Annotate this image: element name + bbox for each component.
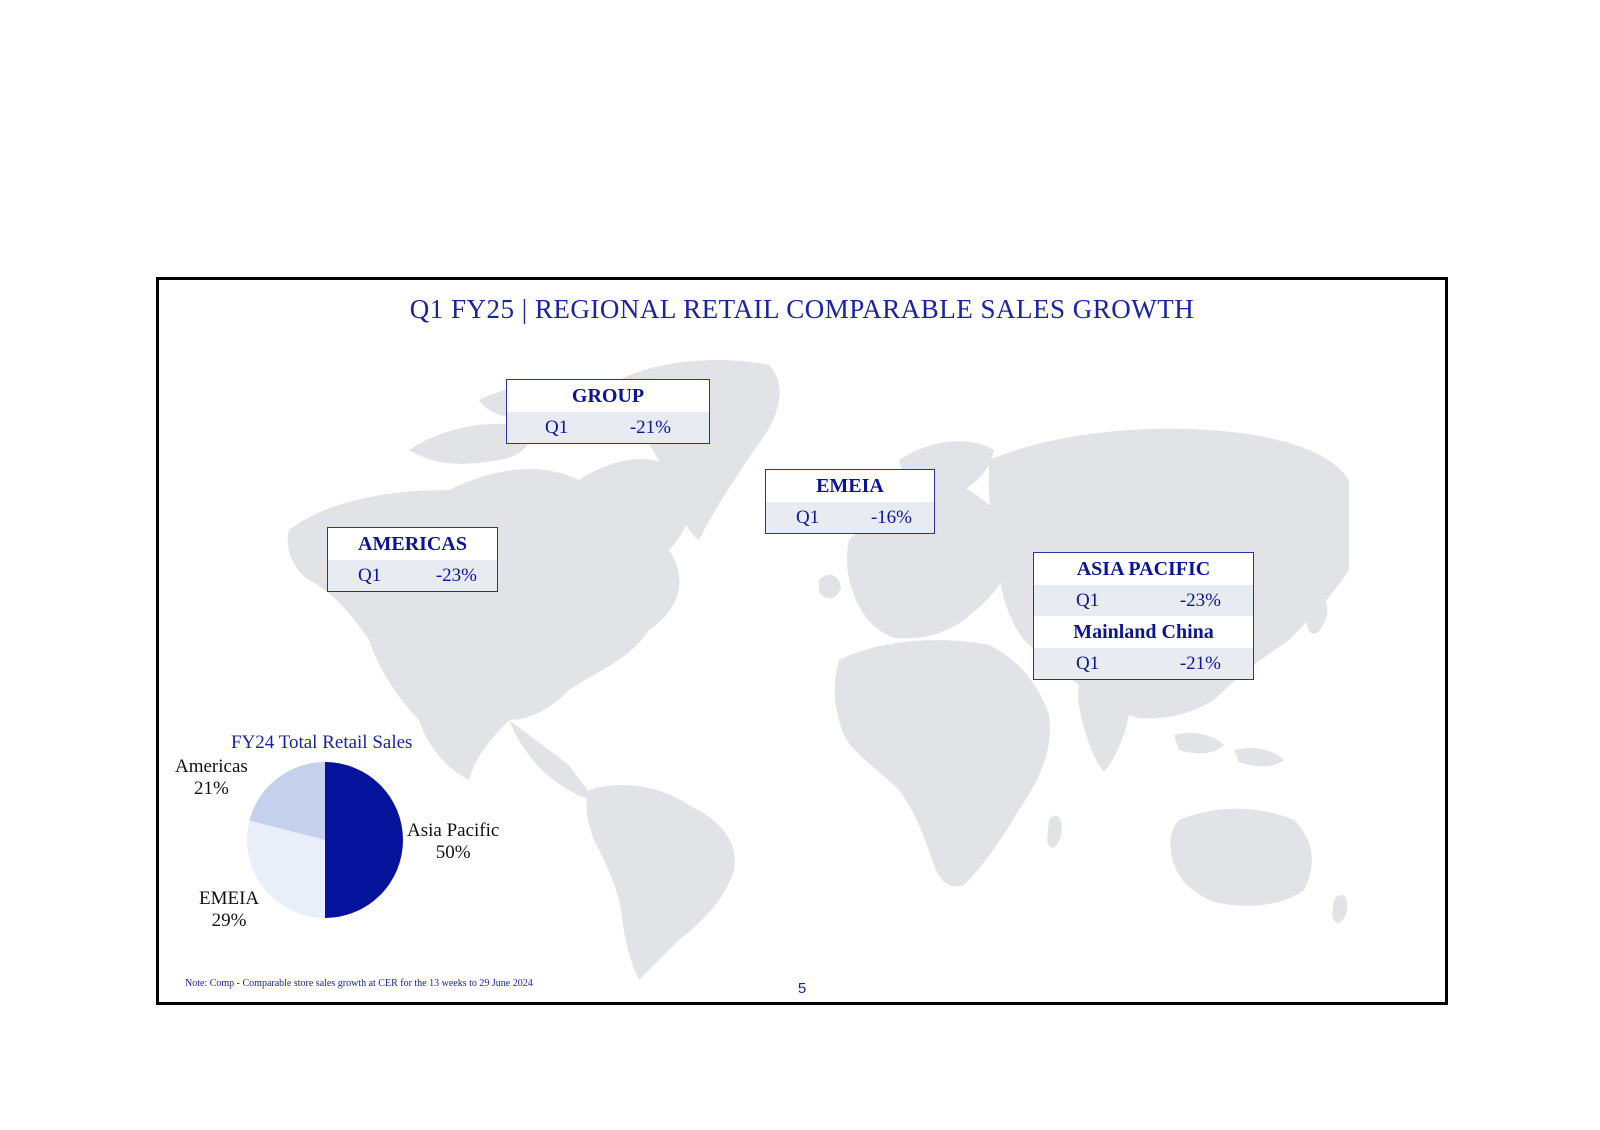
- group-box: GROUP Q1 -21%: [506, 379, 710, 444]
- americas-name: AMERICAS: [358, 533, 467, 555]
- emeia-box: EMEIA Q1 -16%: [765, 469, 935, 534]
- americas-row: Q1 -23%: [328, 560, 497, 591]
- pie-label-americas-name: Americas: [175, 756, 248, 777]
- pie-slice-americas: [249, 762, 325, 840]
- mainland-china-value: -21%: [1179, 653, 1221, 674]
- americas-box: AMERICAS Q1 -23%: [327, 527, 498, 592]
- pie-label-asia-pacific: Asia Pacific 50%: [407, 820, 499, 864]
- pie-title: FY24 Total Retail Sales: [231, 732, 413, 753]
- australia-shape: [1170, 808, 1312, 906]
- pie-label-americas-value: 21%: [193, 778, 229, 799]
- emeia-period: Q1: [796, 507, 820, 528]
- pie-label-emeia-name: EMEIA: [199, 888, 260, 909]
- pie-label-americas: Americas 21%: [175, 756, 248, 800]
- americas-value: -23%: [435, 565, 477, 586]
- group-period: Q1: [545, 417, 569, 438]
- asia-pacific-value: -23%: [1179, 590, 1221, 611]
- asia-pacific-box: ASIA PACIFIC Q1 -23% Mainland China Q1 -…: [1033, 552, 1254, 680]
- south-america-shape: [586, 785, 735, 980]
- mainland-china-name: Mainland China: [1073, 621, 1214, 643]
- pie-label-emeia: EMEIA 29%: [199, 888, 259, 932]
- africa-shape: [834, 640, 1050, 887]
- group-name: GROUP: [571, 385, 645, 407]
- pie-slice-asia-pacific: [325, 762, 403, 918]
- page-number: 5: [797, 980, 807, 997]
- asia-pacific-name: ASIA PACIFIC: [1076, 558, 1211, 580]
- group-value: -21%: [629, 417, 671, 438]
- pie-label-asia-pacific-name: Asia Pacific: [407, 820, 500, 841]
- pie-chart: [246, 762, 403, 918]
- asia-pacific-row: Q1 -23%: [1034, 585, 1253, 616]
- emeia-value: -16%: [870, 507, 912, 528]
- mainland-china-row: Q1 -21%: [1034, 648, 1253, 679]
- group-row: Q1 -21%: [507, 412, 709, 443]
- slide: Q1 FY25 | REGIONAL RETAIL COMPARABLE SAL…: [156, 277, 1448, 1005]
- emeia-name: EMEIA: [816, 475, 884, 497]
- pie-label-emeia-value: 29%: [211, 910, 247, 931]
- pie-label-asia-pacific-value: 50%: [435, 842, 471, 863]
- pie-slice-emeia: [246, 820, 325, 918]
- arctic-islands-shape: [409, 423, 530, 464]
- footnote: Note: Comp - Comparable store sales grow…: [185, 978, 533, 989]
- emeia-row: Q1 -16%: [766, 502, 934, 533]
- americas-period: Q1: [358, 565, 382, 586]
- mainland-china-period: Q1: [1076, 653, 1100, 674]
- slide-title: Q1 FY25 | REGIONAL RETAIL COMPARABLE SAL…: [409, 294, 1195, 324]
- asia-pacific-period: Q1: [1076, 590, 1100, 611]
